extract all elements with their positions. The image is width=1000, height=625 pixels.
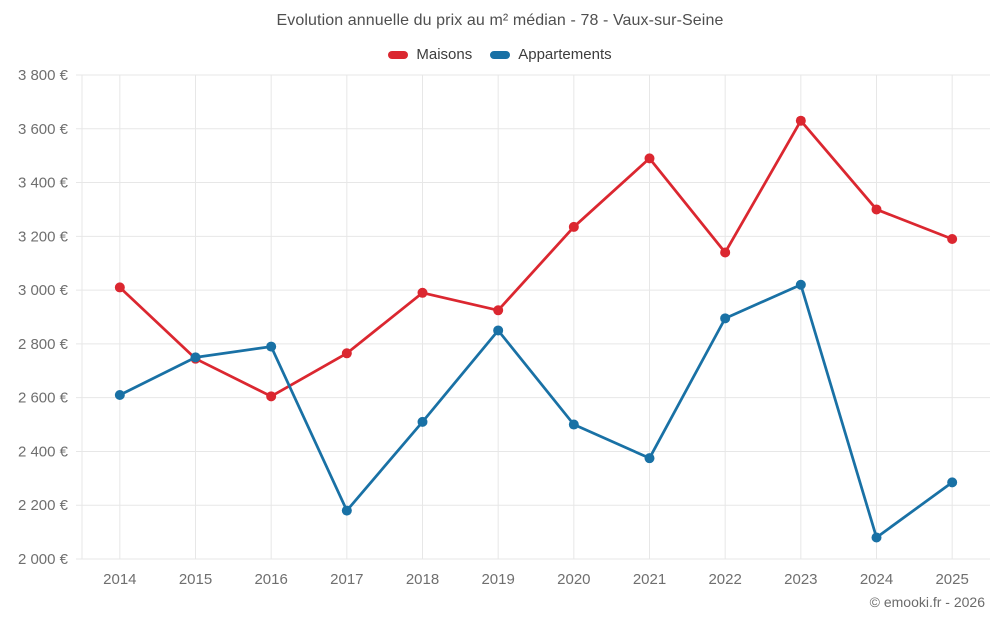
data-point	[114, 389, 125, 400]
x-axis-tick-label: 2020	[557, 571, 590, 588]
data-point	[114, 282, 125, 293]
data-point	[947, 234, 958, 245]
data-point	[568, 221, 579, 232]
data-point	[493, 305, 504, 316]
x-axis-tick-label: 2019	[481, 571, 514, 588]
data-point	[266, 341, 277, 352]
legend-item-maisons[interactable]: Maisons	[388, 46, 472, 63]
x-axis-tick-label: 2015	[179, 571, 212, 588]
y-axis-tick-label: 3 800 €	[18, 67, 69, 84]
grid-lines	[76, 74, 990, 560]
x-axis-tick-label: 2017	[330, 571, 363, 588]
x-axis-tick-label: 2024	[860, 571, 893, 588]
legend-label: Maisons	[416, 46, 473, 63]
legend-item-appartements[interactable]: Appartements	[490, 46, 612, 63]
series-appartements	[114, 279, 958, 543]
y-axis-tick-label: 3 600 €	[18, 121, 69, 138]
data-point	[871, 204, 882, 215]
data-point	[266, 391, 277, 402]
data-point	[190, 352, 201, 363]
legend-label: Appartements	[518, 46, 612, 63]
data-point	[871, 532, 882, 543]
series-line	[118, 283, 954, 539]
chart-legend: Maisons Appartements	[0, 46, 1000, 63]
series-maisons	[114, 115, 958, 402]
x-axis-tick-label: 2022	[708, 571, 741, 588]
y-axis-tick-label: 2 600 €	[18, 390, 69, 407]
y-axis-tick-label: 3 200 €	[18, 228, 69, 245]
x-axis-tick-label: 2018	[406, 571, 439, 588]
legend-swatch-icon	[388, 50, 409, 59]
data-point	[417, 416, 428, 427]
chart-title: Evolution annuelle du prix au m² médian …	[276, 12, 724, 29]
data-point	[947, 477, 958, 488]
axis-tick-labels: 2 000 € 2 200 € 2 400 € 2 600 € 2 800 € 3 000…	[18, 67, 969, 588]
data-point	[720, 247, 731, 258]
data-point	[720, 313, 731, 324]
data-point	[644, 153, 655, 164]
x-axis-tick-label: 2023	[784, 571, 817, 588]
x-axis-tick-label: 2025	[935, 571, 968, 588]
data-point	[341, 505, 352, 516]
data-point	[795, 115, 806, 126]
y-axis-tick-label: 2 000 €	[18, 551, 69, 568]
data-point	[417, 287, 428, 298]
data-point	[644, 453, 655, 464]
x-axis-tick-label: 2014	[103, 571, 136, 588]
data-point	[341, 348, 352, 359]
y-axis-tick-label: 2 400 €	[18, 443, 69, 460]
y-axis-tick-label: 3 400 €	[18, 175, 69, 192]
copyright-text: © emooki.fr - 2026	[869, 594, 985, 610]
data-point	[795, 279, 806, 290]
y-axis-tick-label: 3 000 €	[18, 282, 69, 299]
data-point	[568, 419, 579, 430]
legend-swatch-icon	[490, 50, 511, 59]
x-axis-tick-label: 2016	[254, 571, 287, 588]
y-axis-tick-label: 2 800 €	[18, 336, 69, 353]
data-point	[493, 325, 504, 336]
y-axis-tick-label: 2 200 €	[18, 497, 69, 514]
series-line	[118, 119, 954, 398]
x-axis-tick-label: 2021	[633, 571, 666, 588]
